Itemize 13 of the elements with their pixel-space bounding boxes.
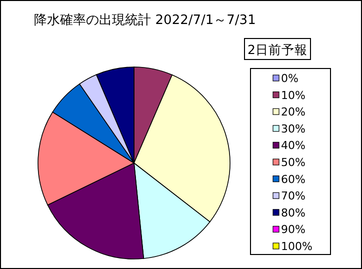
legend-label: 20% (281, 106, 306, 119)
legend-label: 60% (281, 172, 306, 186)
legend-label: 90% (281, 223, 306, 236)
legend-label: 40% (281, 139, 306, 152)
legend-label: 0% (281, 72, 298, 85)
legend-label: 80% (281, 206, 306, 220)
chart-title: 降水確率の出現統計 2022/7/1～7/31 (34, 12, 256, 28)
legend-label: 100% (281, 240, 312, 253)
legend-label: 10% (281, 88, 306, 102)
legend-label: 30% (281, 122, 306, 136)
legend-label: 50% (281, 156, 306, 169)
legend-title: 2日前予報 (248, 42, 308, 57)
legend-label: 70% (281, 190, 306, 203)
